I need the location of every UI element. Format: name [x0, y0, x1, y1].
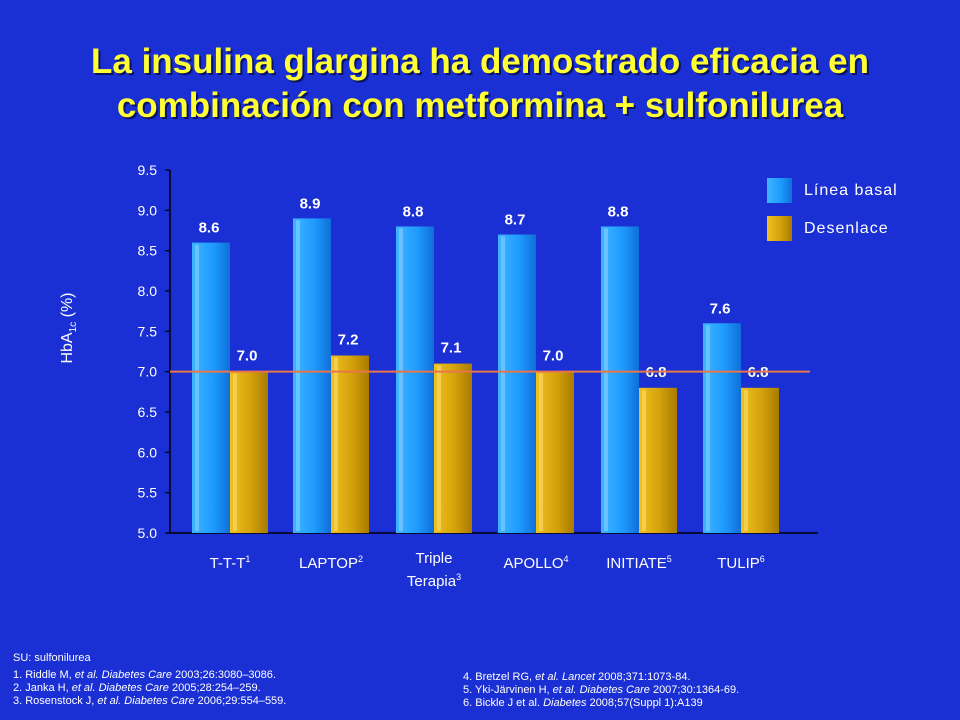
y-tick-label: 6.5: [138, 404, 158, 420]
bar-highlight: [642, 389, 646, 531]
y-tick-label: 7.5: [138, 323, 158, 339]
legend: Línea basal Desenlace: [767, 178, 898, 254]
bar-highlight: [501, 236, 505, 532]
page-title: La insulina glargina ha demostrado efica…: [0, 40, 960, 128]
legend-item-baseline: Línea basal: [767, 178, 898, 203]
category-label-initiate: INITIATE5: [606, 554, 672, 572]
bar-value-label: 8.8: [608, 203, 629, 220]
bar-highlight: [744, 389, 748, 531]
footnote-ref-3: 3. Rosenstock J, et al. Diabetes Care 20…: [13, 695, 287, 707]
footnote-ref-2: 2. Janka H, et al. Diabetes Care 2005;28…: [13, 682, 261, 694]
legend-swatch-baseline: [767, 178, 792, 203]
bar-value-label: 7.2: [338, 332, 359, 349]
bar-highlight: [539, 373, 543, 531]
bar-value-label: 7.0: [543, 348, 564, 365]
footnote-su: SU: sulfonilurea: [13, 652, 91, 664]
y-tick-label: 6.0: [138, 444, 158, 460]
category-label-apollo: APOLLO4: [503, 554, 569, 572]
bar-highlight: [233, 373, 237, 531]
bar-value-label: 7.0: [237, 348, 258, 365]
bar-value-label: 7.1: [441, 340, 462, 357]
bar-highlight: [195, 244, 199, 531]
legend-swatch-outcome: [767, 216, 792, 241]
bar-highlight: [296, 220, 300, 531]
category-label-ttt: T-T-T1: [209, 554, 251, 572]
category-label-tulip: TULIP6: [717, 554, 765, 572]
bar-highlight: [399, 228, 403, 531]
bar-highlight: [334, 357, 338, 531]
y-axis-label: HbA1c (%): [59, 292, 79, 364]
bar-value-label: 8.7: [505, 212, 526, 229]
bar-highlight: [437, 365, 441, 531]
bar-value-label: 8.8: [403, 203, 424, 220]
title-line-2: combinación con metformina + sulfonilure…: [116, 86, 844, 125]
footnote-ref-5: 5. Yki-Järvinen H, et al. Diabetes Care …: [463, 684, 740, 696]
y-tick-label: 5.5: [138, 485, 158, 501]
bar-value-label: 8.6: [199, 220, 220, 237]
bar-value-label: 7.6: [710, 300, 731, 317]
bar-highlight: [604, 228, 608, 531]
category-label-laptop: LAPTOP2: [299, 554, 363, 572]
y-tick-label: 9.5: [138, 162, 158, 178]
y-tick-label: 7.0: [138, 364, 158, 380]
legend-label-baseline: Línea basal: [804, 181, 898, 199]
footnote-ref-1: 1. Riddle M, et al. Diabetes Care 2003;2…: [13, 669, 276, 681]
bar-value-label: 8.9: [300, 195, 321, 212]
y-tick-label: 9.0: [138, 202, 158, 218]
bar-highlight: [706, 325, 710, 531]
category-label-triple-terapia: Triple Terapia3: [406, 550, 462, 590]
footnote-ref-6: 6. Bickle J et al. Diabetes 2008;57(Supp…: [463, 697, 703, 709]
legend-item-outcome: Desenlace: [767, 216, 898, 241]
title-line-1: La insulina glargina ha demostrado efica…: [91, 42, 869, 81]
y-tick-label: 8.0: [138, 283, 158, 299]
footnote-ref-4: 4. Bretzel RG, et al. Lancet 2008;371:10…: [463, 671, 691, 683]
y-tick-label: 5.0: [138, 525, 158, 541]
legend-label-outcome: Desenlace: [804, 219, 889, 237]
y-tick-label: 8.5: [138, 243, 158, 259]
